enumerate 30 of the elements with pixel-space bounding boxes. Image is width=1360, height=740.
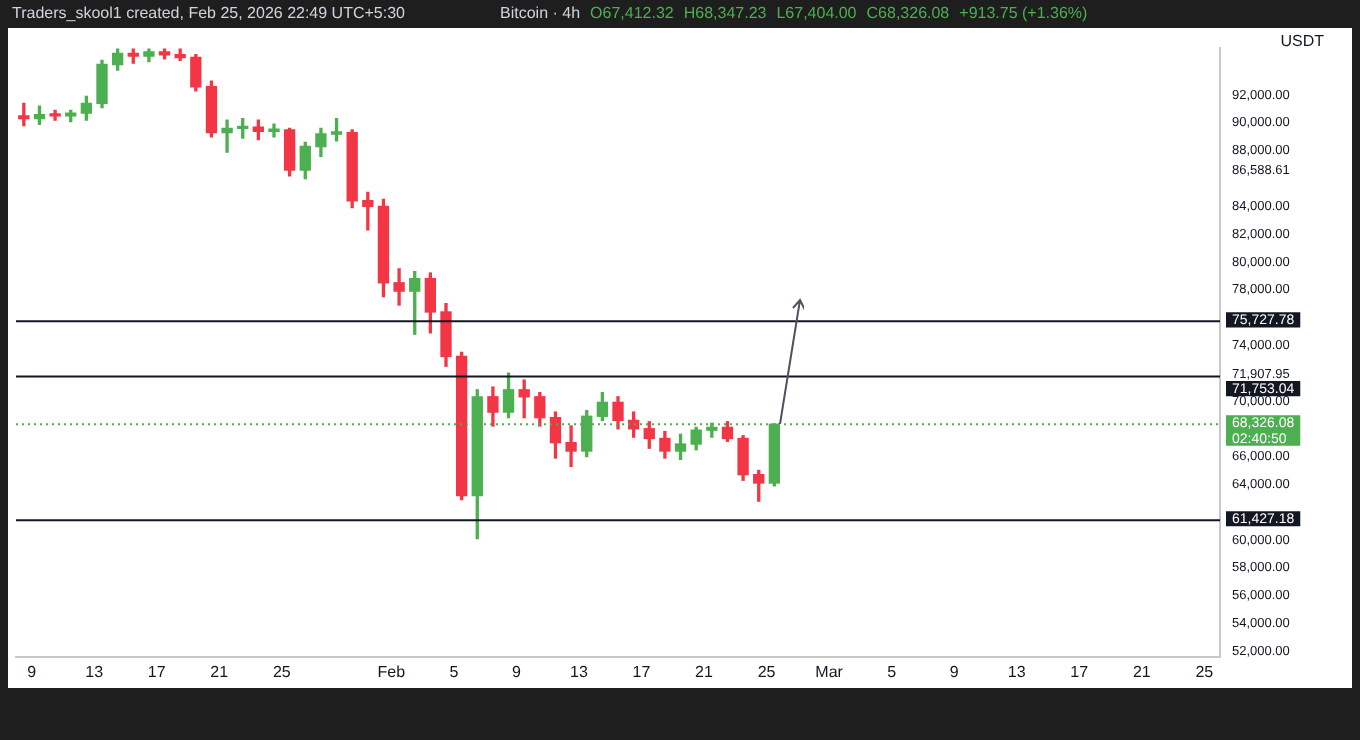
x-tick-label: 25	[757, 662, 777, 681]
x-tick-label: 13	[85, 662, 105, 681]
text: C68,326.08	[866, 4, 950, 22]
x-tick-label: 5	[887, 662, 898, 681]
chart-subtitle: Bitcoin · 4h	[500, 4, 581, 22]
x-tick-label: 9	[27, 662, 38, 681]
x-tick-label: 13	[1007, 662, 1027, 681]
x-tick-label: Mar	[815, 662, 844, 681]
x-tick-label: 21	[695, 662, 714, 681]
text: H68,347.23	[683, 4, 767, 22]
candlestick	[221, 119, 233, 153]
x-tick-label: 25	[1195, 662, 1215, 681]
chart-title: Traders_skool1 created, Feb 25, 2026 22:49 UTC+5:30	[12, 4, 405, 22]
x-tick-label: 21	[1132, 662, 1152, 681]
x-tick-label: 9	[511, 662, 522, 681]
x-tick-label: 17	[632, 662, 652, 681]
x-tick-label: 25	[272, 662, 292, 681]
x-tick-label: 9	[949, 662, 960, 681]
y-axis-title: USDT	[1280, 32, 1324, 50]
text: +913.75 (+1.36%)	[959, 4, 1088, 22]
text: O67,412.32	[590, 4, 674, 22]
candlestick	[565, 425, 577, 467]
x-tick-label: 21	[210, 662, 230, 681]
x-tick-label: 17	[147, 662, 167, 681]
x-tick-label: 13	[570, 662, 589, 681]
x-tick-label: Feb	[377, 662, 407, 681]
candlestick	[393, 268, 405, 306]
x-tick-label: 17	[1070, 662, 1090, 681]
x-tick-label: 5	[449, 662, 460, 681]
text: L67,404.00	[776, 4, 857, 22]
